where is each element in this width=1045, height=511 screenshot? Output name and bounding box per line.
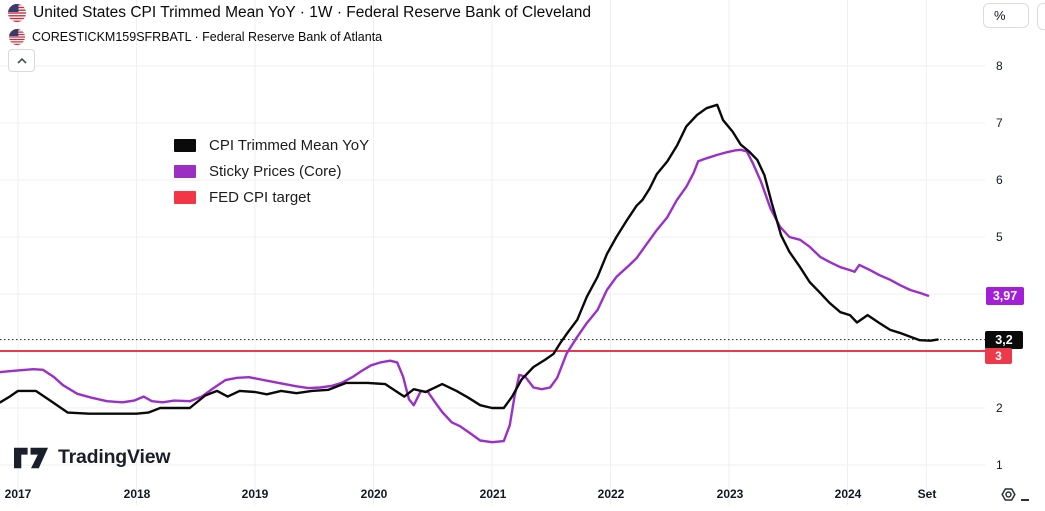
us-flag-icon [8, 4, 26, 22]
legend: CPI Trimmed Mean YoY Sticky Prices (Core… [174, 132, 369, 210]
legend-item-trimmed-mean[interactable]: CPI Trimmed Mean YoY [174, 132, 369, 158]
price-tick-label: 8 [996, 59, 1003, 73]
tradingview-logo-icon [14, 447, 49, 468]
time-tick-label: 2022 [597, 487, 625, 501]
symbol-subtitle-row[interactable]: CORESTICKM159SFRBATL · Federal Reserve B… [9, 29, 382, 45]
symbol-title-row[interactable]: United States CPI Trimmed Mean YoY · 1W … [8, 4, 591, 22]
legend-swatch-purple [174, 164, 196, 178]
series-Sticky Prices (Core) [0, 148, 930, 444]
legend-swatch-red [174, 190, 196, 204]
price-tick-label: 2 [996, 401, 1003, 415]
gear-icon[interactable] [999, 485, 1018, 504]
tradingview-logo-text: TradingView [58, 446, 171, 468]
underscore-mark [1021, 499, 1029, 501]
us-flag-icon [9, 29, 25, 45]
price-tick-label: 5 [996, 230, 1003, 244]
collapse-toolbar-button[interactable] [8, 49, 35, 72]
symbol-title: United States CPI Trimmed Mean YoY · 1W … [33, 4, 591, 21]
legend-item-sticky-prices[interactable]: Sticky Prices (Core) [174, 158, 369, 184]
legend-swatch-black [174, 138, 196, 152]
time-tick-label: 2024 [834, 487, 862, 501]
price-badge-sticky-prices: 3,97 [986, 287, 1024, 305]
clipped-edge-button[interactable] [1037, 3, 1045, 30]
chevron-up-icon [16, 57, 27, 64]
time-tick-label: 2023 [716, 487, 744, 501]
legend-item-fed-target[interactable]: FED CPI target [174, 184, 369, 210]
legend-label: CPI Trimmed Mean YoY [209, 136, 370, 154]
time-tick-label: Set [917, 487, 937, 501]
time-tick-label: 2019 [241, 487, 269, 501]
price-badge-trimmed-mean: 3,2 [985, 331, 1023, 349]
tradingview-logo[interactable]: TradingView [14, 446, 171, 469]
time-tick-label: 2017 [4, 487, 32, 501]
series-CPI Trimmed Mean YoY [0, 103, 939, 415]
legend-label: FED CPI target [209, 188, 311, 206]
price-tick-label: 7 [996, 116, 1003, 130]
percent-scale-button[interactable]: % [983, 3, 1029, 28]
price-tick-label: 1 [996, 458, 1003, 472]
price-tick-label: 6 [996, 173, 1003, 187]
time-tick-label: 2021 [479, 487, 507, 501]
symbol-subtitle: CORESTICKM159SFRBATL · Federal Reserve B… [32, 30, 383, 44]
price-badge-fed-target: 3 [985, 348, 1012, 364]
legend-label: Sticky Prices (Core) [209, 162, 342, 180]
time-tick-label: 2018 [123, 487, 151, 501]
time-tick-label: 2020 [360, 487, 388, 501]
